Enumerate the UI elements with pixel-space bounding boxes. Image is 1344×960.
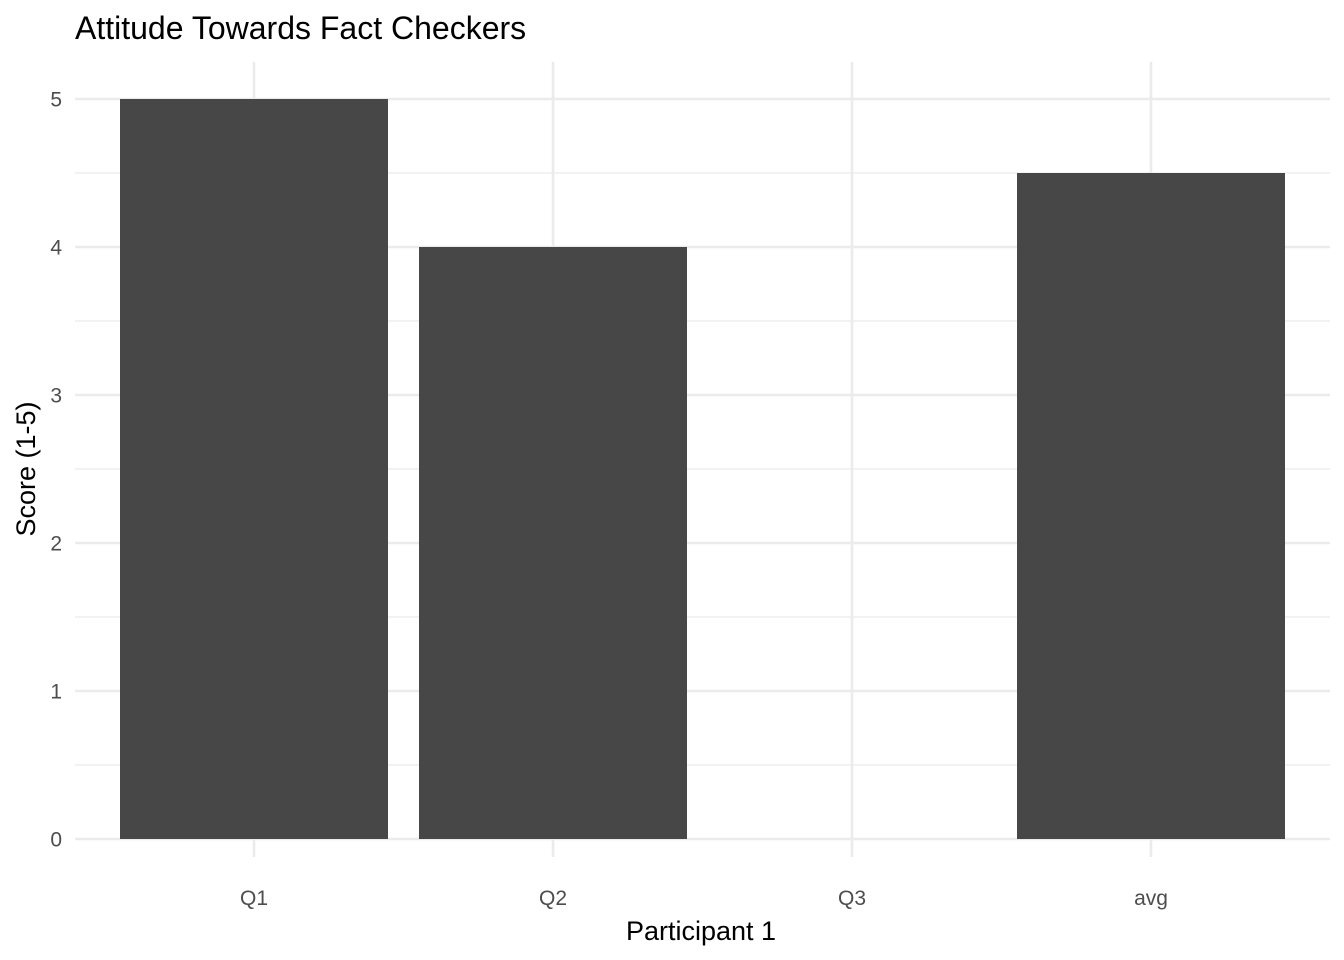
x-tick-label: Q2 bbox=[539, 887, 567, 910]
x-tick-label: Q3 bbox=[838, 887, 866, 910]
x-tick-label: Q1 bbox=[240, 887, 268, 910]
chart-title: Attitude Towards Fact Checkers bbox=[75, 10, 526, 46]
y-tick-label: 5 bbox=[50, 89, 62, 112]
x-axis-tick-labels: Q1 Q2 Q3 avg bbox=[240, 887, 1168, 910]
y-tick-label: 2 bbox=[50, 533, 62, 556]
y-tick-label: 1 bbox=[50, 681, 62, 704]
y-axis-tick-labels: 0 1 2 3 4 5 bbox=[50, 89, 62, 852]
bar-q2 bbox=[419, 247, 687, 839]
x-tick-label: avg bbox=[1134, 887, 1168, 910]
y-tick-label: 4 bbox=[50, 237, 62, 260]
bar-avg bbox=[1017, 173, 1285, 839]
y-axis-title: Score (1-5) bbox=[11, 401, 41, 536]
bars bbox=[120, 99, 1285, 839]
y-tick-label: 0 bbox=[50, 829, 62, 852]
bar-q1 bbox=[120, 99, 388, 839]
y-tick-label: 3 bbox=[50, 385, 62, 408]
x-axis-title: Participant 1 bbox=[626, 916, 776, 946]
